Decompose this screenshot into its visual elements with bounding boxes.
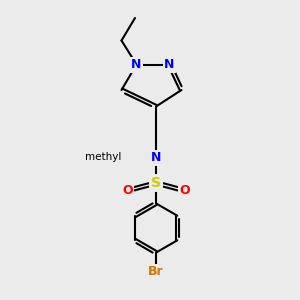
Text: O: O [122,184,133,197]
Text: Br: Br [148,265,164,278]
Text: methyl: methyl [85,152,122,163]
Text: N: N [151,151,161,164]
Text: N: N [131,58,142,71]
Text: N: N [164,58,175,71]
Text: O: O [179,184,190,197]
Text: S: S [151,176,161,190]
